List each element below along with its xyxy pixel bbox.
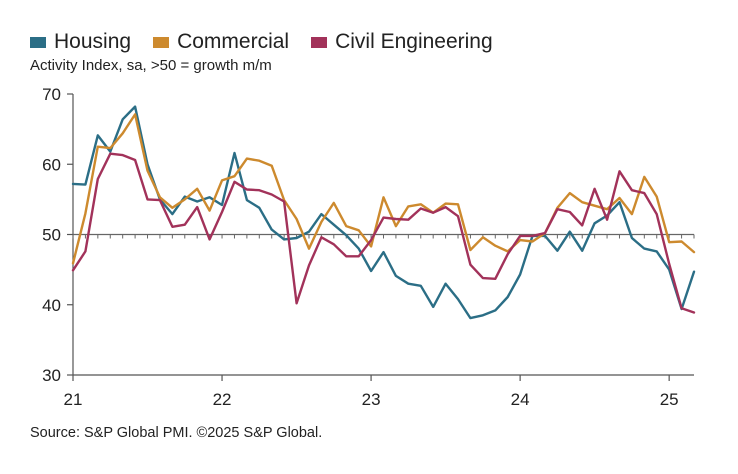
series-line-civil-engineering xyxy=(71,152,696,314)
x-tick-label: 21 xyxy=(64,390,83,409)
x-tick-label: 23 xyxy=(362,390,381,409)
y-tick-label: 60 xyxy=(42,155,61,174)
chart-legend: Housing Commercial Civil Engineering xyxy=(30,30,493,54)
y-tick-label: 70 xyxy=(42,85,61,104)
legend-label-commercial: Commercial xyxy=(177,30,290,53)
x-tick-label: 24 xyxy=(511,390,530,409)
legend-swatch-housing xyxy=(30,36,46,48)
x-tick-label: 22 xyxy=(213,390,232,409)
source-note: Source: S&P Global PMI. ©2025 S&P Global… xyxy=(30,425,323,441)
legend-label-civil-engineering: Civil Engineering xyxy=(335,30,493,53)
x-tick-label: 25 xyxy=(660,390,679,409)
legend-label-housing: Housing xyxy=(54,30,132,53)
legend-swatch-civil-engineering xyxy=(311,36,328,48)
y-tick-label: 40 xyxy=(42,296,61,315)
series-line-housing xyxy=(71,105,696,320)
legend-item-housing: Housing xyxy=(30,30,131,54)
series-line-commercial xyxy=(71,113,696,265)
chart-subtitle: Activity Index, sa, >50 = growth m/m xyxy=(30,57,272,74)
legend-swatch-commercial xyxy=(153,36,170,48)
y-tick-label: 30 xyxy=(42,366,61,385)
legend-item-civil-engineering: Civil Engineering xyxy=(311,30,493,54)
legend-item-commercial: Commercial xyxy=(153,30,289,54)
y-tick-label: 50 xyxy=(42,226,61,245)
